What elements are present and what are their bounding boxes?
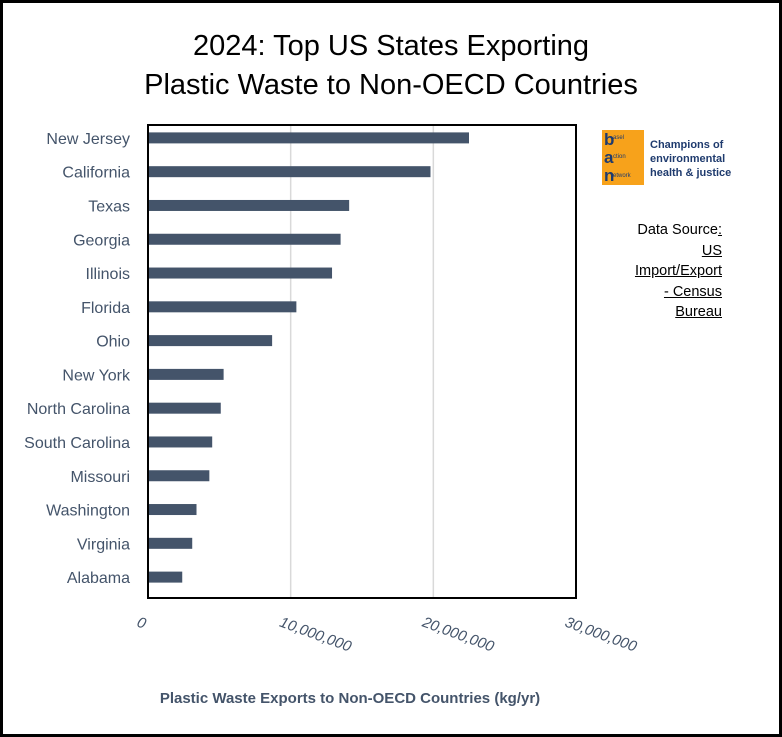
chart-title-line1: 2024: Top US States Exporting — [192, 30, 590, 62]
bar — [148, 132, 469, 144]
bar — [148, 267, 333, 279]
chart-title-line2: Plastic Waste to Non-OECD Countries — [144, 69, 638, 101]
bar — [148, 166, 431, 178]
source-link-line2[interactable]: Import/Export — [634, 263, 722, 279]
logo-word-etwork: etwork — [613, 173, 631, 179]
y-category-label: California — [62, 165, 130, 182]
logo-word-ction: ction — [613, 154, 626, 160]
logo-word-asel: asel — [613, 135, 625, 141]
bar — [148, 402, 221, 414]
y-category-label: Georgia — [73, 232, 130, 249]
y-category-label: Illinois — [86, 266, 130, 283]
bar — [148, 368, 224, 380]
source-link-line3[interactable]: - Census — [663, 283, 722, 300]
ban-logo: b asel a ction n etwork — [602, 130, 644, 185]
bar — [148, 537, 193, 549]
y-category-label: Washington — [46, 503, 130, 520]
bar — [148, 504, 197, 516]
source-link-line4[interactable]: Bureau — [675, 304, 722, 320]
plot-area-border — [147, 124, 577, 599]
bar — [148, 233, 341, 245]
bar — [148, 571, 183, 583]
y-category-label: Virginia — [77, 536, 130, 553]
y-category-label: Missouri — [70, 469, 130, 486]
bar — [148, 335, 273, 347]
logo-letter-n: n — [604, 166, 615, 185]
y-category-label: North Carolina — [27, 401, 130, 418]
y-category-label: South Carolina — [24, 435, 130, 452]
source-colon: : — [717, 222, 722, 238]
x-tick-label: 20,000,000 — [419, 613, 497, 655]
logo-tagline: Champions of environmental health & just… — [650, 139, 732, 179]
logo-letter-b: b — [604, 130, 615, 149]
data-source-note: Data Source: US Import/Export - Census B… — [612, 220, 722, 323]
x-axis-label: Plastic Waste Exports to Non-OECD Countr… — [159, 690, 541, 707]
bar — [148, 436, 213, 448]
bar — [148, 470, 210, 482]
source-label: Data Source — [637, 222, 718, 238]
logo-letter-a: a — [604, 148, 614, 167]
y-category-label: Alabama — [67, 570, 130, 587]
y-category-label: New York — [62, 367, 131, 384]
x-tick-label: 0 — [135, 614, 149, 633]
x-tick-label: 10,000,000 — [277, 614, 354, 656]
y-category-label: New Jersey — [46, 131, 130, 148]
bar — [148, 301, 297, 313]
source-link-line1[interactable]: US — [701, 242, 722, 259]
y-category-label: Texas — [88, 198, 130, 215]
bar — [148, 199, 350, 211]
x-tick-label: 30,000,000 — [563, 614, 640, 656]
y-category-label: Ohio — [96, 334, 130, 351]
y-category-label: Florida — [81, 300, 130, 317]
